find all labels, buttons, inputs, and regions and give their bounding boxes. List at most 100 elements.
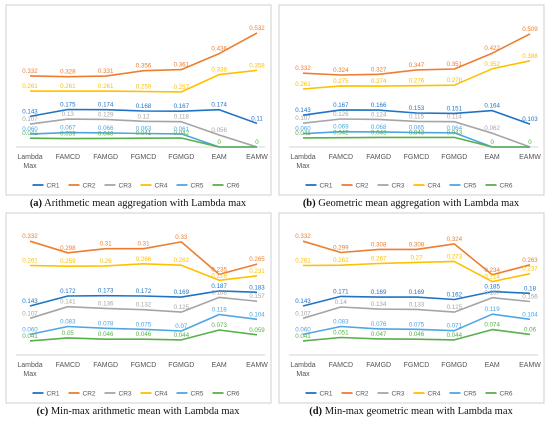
chart-c-label-cr1-0: 0.143	[22, 298, 38, 305]
chart-b-label-cr6-4: 0.043	[447, 129, 463, 136]
chart-c-legend-cr6: CR6	[212, 391, 240, 398]
chart-b-label-cr4-5: 0.352	[484, 61, 500, 68]
chart-a-label-cr6-3: 0.041	[136, 130, 152, 137]
chart-b-label-cr6-3: 0.043	[409, 129, 425, 136]
chart-d-label-cr6-0: 0.041	[295, 333, 311, 340]
caption-c: (c) Min-max arithmetic mean with Lambda …	[4, 406, 272, 417]
chart-a-label-cr1-6: 0.11	[251, 115, 263, 122]
chart-b-label-cr4-4: 0.278	[447, 77, 463, 84]
chart-d-legend-cr6: CR6	[485, 391, 513, 398]
chart-c-legend-cr2: CR2	[68, 391, 96, 398]
caption-d-letter: (d)	[309, 406, 323, 417]
chart-d-line-cr1	[302, 290, 531, 307]
chart-d-label-cr5-2: 0.076	[371, 321, 387, 328]
chart-a-legend-cr5: CR5	[176, 183, 204, 190]
chart-c-label-cr3-3: 0.132	[136, 302, 152, 309]
chart-c-label-cr1-3: 0.172	[136, 288, 152, 295]
chart-d-label-cr5-5: 0.119	[485, 306, 501, 313]
chart-b-label-cr2-2: 0.327	[371, 66, 387, 73]
chart-a-label-cr3-5: 0.056	[211, 127, 227, 134]
chart-a-label-cr1-5: 0.174	[211, 102, 227, 109]
svg-text:CR5: CR5	[464, 391, 477, 398]
chart-c-label-cr6-1: 0.05	[62, 330, 75, 337]
chart-c-label-cr3-6: 0.157	[249, 293, 265, 300]
chart-a-xtick-1: FAMCD	[56, 154, 81, 161]
chart-a-label-cr4-0: 0.261	[22, 83, 38, 90]
chart-c-line-cr4	[29, 262, 258, 282]
chart-d-label-cr4-2: 0.267	[371, 255, 387, 262]
chart-a-label-cr4-1: 0.261	[60, 83, 76, 90]
chart-c-label-cr4-0: 0.261	[22, 258, 38, 265]
chart-d-label-cr5-4: 0.071	[447, 323, 463, 330]
chart-a-xtick-4: FGMGD	[168, 154, 194, 161]
chart-d-label-cr3-0: 0.107	[295, 310, 311, 317]
chart-d-frame	[278, 212, 545, 404]
chart-b-label-cr6-1: 0.042	[333, 130, 349, 137]
chart-c-label-cr5-0: 0.060	[22, 326, 38, 333]
chart-a-label-cr5-0: 0.060	[22, 126, 38, 133]
chart-a-label-cr4-4: 0.257	[174, 84, 190, 91]
chart-b-label-cr6-6: 0	[528, 139, 532, 146]
chart-c-label-cr6-5: 0.073	[211, 322, 227, 329]
chart-d-label-cr4-4: 0.273	[447, 253, 463, 260]
svg-text:CR1: CR1	[320, 391, 333, 398]
svg-text:CR3: CR3	[392, 183, 405, 190]
chart-d-label-cr2-3: 0.308	[409, 241, 425, 248]
chart-a-line-cr3	[29, 118, 258, 148]
chart-b-legend-cr6: CR6	[485, 183, 513, 190]
chart-a-line-cr4	[30, 69, 258, 93]
chart-d-label-cr6-6: 0.06	[524, 326, 537, 333]
chart-b-legend-cr4: CR4	[413, 183, 441, 190]
svg-text:CR5: CR5	[191, 183, 204, 190]
svg-text:CR4: CR4	[428, 183, 441, 190]
chart-d-label-cr6-5: 0.074	[484, 322, 500, 329]
chart-b-label-cr1-2: 0.166	[371, 102, 387, 109]
svg-text:CR1: CR1	[320, 183, 333, 190]
chart-b-label-cr5-4: 0.064	[447, 125, 463, 132]
chart-c-xtick-6: EAMW	[246, 362, 268, 369]
chart-b-label-cr5-2: 0.068	[371, 124, 387, 131]
chart-c-label-cr3-5: 0.168	[211, 289, 227, 296]
chart-a-label-cr5-1: 0.067	[60, 125, 76, 132]
chart-b-label-cr3-1: 0.126	[333, 111, 349, 118]
chart-a-xtick-6: EAMW	[246, 154, 268, 161]
chart-d-label-cr4-0: 0.261	[295, 258, 311, 265]
chart-b-label-cr3-4: 0.114	[447, 114, 463, 121]
chart-c-label-cr4-2: 0.26	[100, 258, 113, 265]
chart-c-xtick-4: FGMGD	[168, 362, 194, 369]
chart-c-legend-cr5: CR5	[176, 391, 204, 398]
svg-text:CR3: CR3	[119, 391, 132, 398]
chart-b-label-cr2-5: 0.422	[484, 45, 500, 52]
chart-b-legend-cr2: CR2	[341, 183, 369, 190]
chart-d-label-cr1-4: 0.162	[447, 291, 463, 298]
chart-b-xtick-1: FAMCD	[329, 154, 354, 161]
chart-d-label-cr3-2: 0.134	[371, 301, 387, 308]
svg-text:CR5: CR5	[464, 183, 477, 190]
chart-a-label-cr1-1: 0.175	[60, 102, 76, 109]
chart-c-xtick-5: EAM	[212, 362, 227, 369]
chart-b-label-cr1-0: 0.143	[295, 107, 311, 114]
chart-a-line-cr1	[29, 108, 258, 125]
chart-a-label-cr4-5: 0.338	[211, 67, 227, 74]
chart-d-label-cr2-6: 0.263	[522, 257, 538, 264]
chart-c-legend-cr1: CR1	[32, 391, 60, 398]
chart-d-xtick-1: FAMCD	[329, 362, 354, 369]
chart-b-label-cr6-2: 0.043	[371, 129, 387, 136]
chart-b-xtick-2: FAMGD	[366, 154, 391, 161]
chart-c-legend-cr3: CR3	[104, 391, 132, 398]
chart-b-frame	[278, 4, 545, 196]
chart-b-legend-cr5: CR5	[449, 183, 477, 190]
chart-a-label-cr4-3: 0.259	[136, 84, 152, 91]
chart-d-label-cr5-0: 0.060	[295, 326, 311, 333]
chart-c-xtick-3: FGMCD	[131, 362, 157, 369]
svg-text:CR6: CR6	[227, 183, 240, 190]
chart-d-label-cr1-1: 0.171	[333, 288, 349, 295]
chart-c-label-cr5-4: 0.07	[175, 323, 188, 330]
chart-b-xtick-0: Lambda Max	[290, 154, 315, 170]
chart-a-label-cr2-2: 0.331	[98, 68, 114, 75]
chart-c-line-cr3	[29, 296, 258, 320]
chart-d-legend-cr3: CR3	[377, 391, 405, 398]
chart-b-label-cr1-6: 0.103	[522, 116, 538, 123]
chart-d-label-cr4-3: 0.27	[410, 254, 423, 261]
chart-a-label-cr3-3: 0.12	[137, 113, 150, 120]
